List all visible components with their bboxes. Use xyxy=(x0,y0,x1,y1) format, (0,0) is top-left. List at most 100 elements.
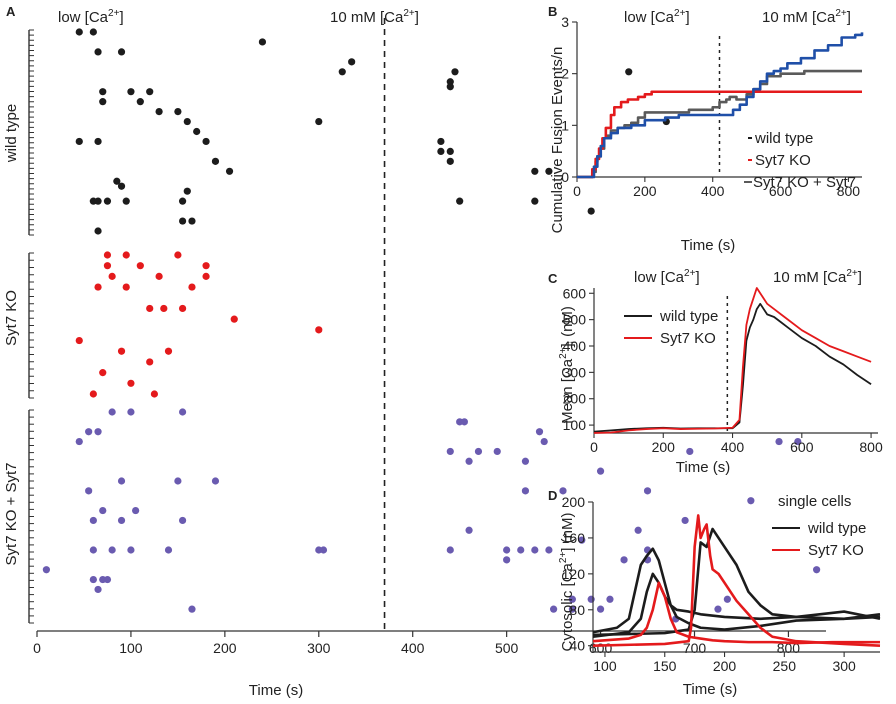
B-plot-y-tick-label: 0 xyxy=(561,169,569,185)
panel-a-event-dot xyxy=(174,251,182,259)
panel-a-event-dot xyxy=(108,272,116,280)
panel-a-x-tick-label: 500 xyxy=(495,640,519,656)
panel-a-x-tick-label: 400 xyxy=(401,640,425,656)
panel-a-event-dot xyxy=(178,304,187,313)
panel-a-event-dot xyxy=(474,447,483,456)
D-plot-x-tick-label: 250 xyxy=(773,658,797,674)
panel-d-legend: wild type Syt7 KO xyxy=(772,520,866,559)
B-plot-y-tick-label: 3 xyxy=(561,14,569,30)
panel-a-event-dot xyxy=(620,556,628,564)
D-plot-x-tick-label: 200 xyxy=(713,658,737,674)
panel-c-plot: 0 200 400 600 800 100 200 300 400 500 600 xyxy=(563,285,883,455)
panel-a-event-dot xyxy=(117,516,126,525)
panel-a-event-dot xyxy=(202,272,210,280)
panel-a-groups: wild type Syt7 KO Syt7 KO + Syt7 xyxy=(3,28,821,624)
panel-a-event-dot xyxy=(587,207,595,215)
panel-a-event-dot xyxy=(85,428,93,436)
panel-a-group-label: Syt7 KO xyxy=(3,290,20,346)
legend-c-syt7-ko-label: Syt7 KO xyxy=(660,330,716,347)
panel-a-event-dot xyxy=(606,595,614,603)
panel-a-event-dot xyxy=(437,137,445,146)
C-plot-y-tick-label: 400 xyxy=(563,338,587,354)
panel-a-event-dot xyxy=(146,304,154,313)
panel-a-event-dot xyxy=(188,605,196,613)
panel-d-annotation: single cells xyxy=(778,493,851,510)
panel-a-event-dot xyxy=(75,437,83,446)
panel-a-event-dot xyxy=(531,197,539,205)
panel-b-y-label: Cumulative Fusion Events/n xyxy=(549,47,566,234)
panel-a-event-dot xyxy=(211,157,220,165)
panel-a-event-dot xyxy=(625,68,633,76)
panel-a-event-dot xyxy=(146,358,154,366)
B-plot-y-tick-label: 1 xyxy=(561,117,569,133)
panel-a-event-dot xyxy=(775,437,783,446)
panel-a-event-dot xyxy=(188,217,196,225)
D-plot-series-line xyxy=(592,547,881,634)
panel-a-group: Syt7 KO + Syt7 xyxy=(3,408,821,624)
panel-a-x-tick-label: 300 xyxy=(307,640,331,656)
B-plot-x-tick-label: 200 xyxy=(633,183,657,199)
panel-d: D single cells Cytosolic [Ca2+] (nM) 100… xyxy=(548,488,881,698)
panel-a-event-dot xyxy=(127,408,135,416)
panel-a-event-dot xyxy=(75,28,83,36)
panel-b-high-ca-title: 10 mM [Ca2+] xyxy=(762,8,851,26)
panel-a-letter: A xyxy=(6,4,16,19)
panel-a-event-dot xyxy=(75,336,83,345)
panel-a-event-dot xyxy=(319,546,328,554)
panel-a-event-dot xyxy=(178,217,187,225)
panel-a-event-dot xyxy=(99,98,107,106)
panel-a-event-dot xyxy=(75,137,83,146)
panel-a-event-dot xyxy=(127,546,135,554)
panel-a-event-dot xyxy=(94,48,102,56)
panel-a-event-dot xyxy=(89,390,97,398)
panel-a-event-dot xyxy=(174,477,182,485)
panel-d-x-label: Time (s) xyxy=(683,681,737,698)
panel-a-event-dot xyxy=(578,536,586,544)
C-plot-y-tick-label: 600 xyxy=(563,285,587,301)
panel-a-event-dot xyxy=(794,437,802,446)
panel-a-event-dot xyxy=(103,251,112,259)
panel-a-event-dot xyxy=(258,38,267,46)
panel-a-event-dot xyxy=(446,78,454,86)
panel-a-x-ticks: 0 100 200 300 400 500 600 700 800 xyxy=(33,631,800,656)
panel-a-event-dot xyxy=(456,197,464,205)
panel-b-plot: 0 200 400 600 800 0 1 2 3 xyxy=(561,14,864,199)
panel-a-event-dot xyxy=(150,390,159,398)
panel-a-event-dot xyxy=(94,428,102,436)
panel-a-event-dot xyxy=(89,516,97,525)
C-plot-series-line xyxy=(593,302,872,433)
panel-a-event-dot xyxy=(634,526,642,534)
panel-a-event-dot xyxy=(517,546,525,554)
panel-a-event-dot xyxy=(99,369,107,377)
panel-a-event-dot xyxy=(108,546,116,554)
panel-a-event-dot xyxy=(503,556,511,564)
panel-a-event-dot xyxy=(348,58,356,66)
panel-a-event-dot xyxy=(103,575,112,584)
legend-d-wild-type-label: wild type xyxy=(807,520,866,537)
B-plot-series-line xyxy=(577,90,862,179)
panel-a-group: Syt7 KO xyxy=(3,251,323,399)
D-plot-series-line xyxy=(592,527,881,637)
panel-a-event-dot xyxy=(164,546,173,554)
panel-a-event-dot xyxy=(225,167,234,175)
panel-b-low-ca-title: low [Ca2+] xyxy=(624,8,690,26)
B-plot-x-tick-label: 600 xyxy=(769,183,793,199)
D-plot-series-line xyxy=(592,581,880,645)
panel-c-letter: C xyxy=(548,271,558,286)
panel-a-event-dot xyxy=(94,137,102,146)
panel-a-event-dot xyxy=(42,566,50,574)
panel-a-event-dot xyxy=(451,68,459,76)
D-plot-x-tick-label: 100 xyxy=(593,658,617,674)
panel-a-event-dot xyxy=(122,197,130,205)
C-plot-series-line xyxy=(593,287,872,434)
panel-a-event-dot xyxy=(117,48,126,56)
panel-a-event-dot xyxy=(117,347,126,355)
panel-b-x-label: Time (s) xyxy=(681,237,735,254)
panel-a-event-dot xyxy=(531,546,539,554)
panel-a-x-tick-label: 200 xyxy=(213,640,237,656)
B-plot-x-tick-label: 800 xyxy=(837,183,861,199)
panel-a-event-dot xyxy=(545,546,553,554)
panel-a-event-dot xyxy=(446,157,454,165)
panel-a-event-dot xyxy=(446,447,454,456)
